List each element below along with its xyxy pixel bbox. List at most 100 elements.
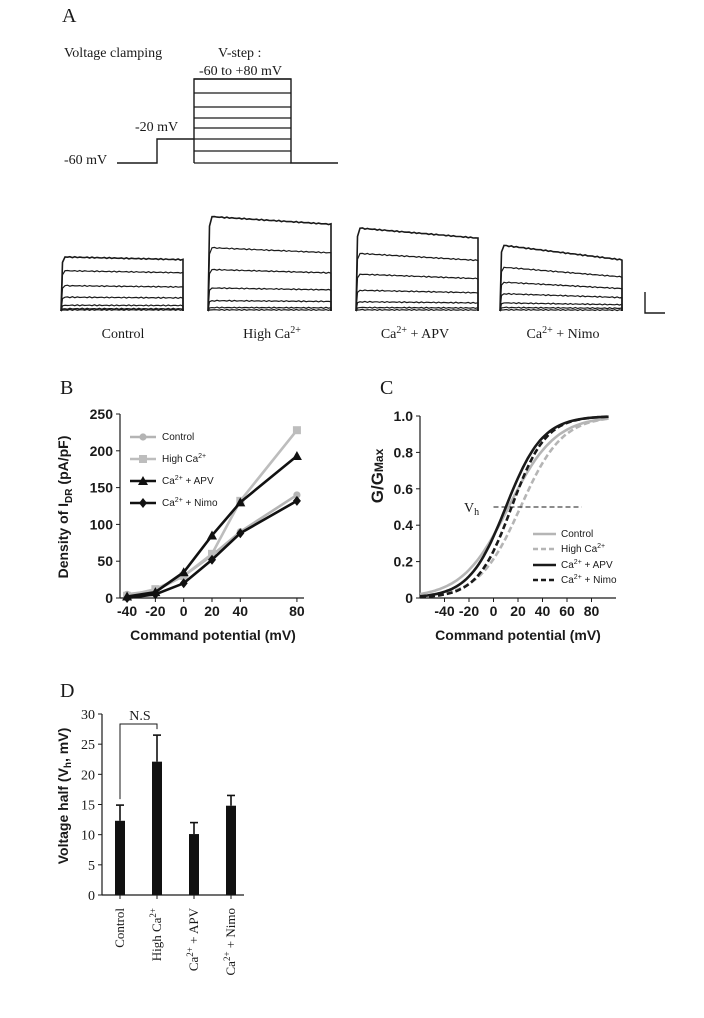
- vh-label: Vh: [464, 501, 479, 518]
- chart-b-ytick-label-5: 250: [90, 406, 114, 422]
- chart-b-ticks: 0 50 100 150 200 250 -40 -20 0 20 40 80: [90, 406, 305, 619]
- chart-c-legend: Control High Ca2+ Ca2+ + APV Ca2+ + Nimo: [561, 529, 617, 586]
- condition-label-control: Control: [102, 327, 145, 342]
- current-trace-p1-s4: [60, 296, 184, 312]
- legend-b-ca-apv: Ca2+ + APV: [162, 475, 214, 487]
- chart-b-point-s2-4: [235, 497, 246, 507]
- current-trace-p2-s1: [207, 215, 332, 312]
- category-label-ca-apv: Ca2+ + APV: [185, 907, 201, 971]
- bar-3: [226, 805, 236, 895]
- chart-c-ytick-label-3: 0.6: [394, 481, 414, 497]
- current-traces: [60, 215, 623, 312]
- chart-c-xtick-label-2: 0: [490, 603, 498, 619]
- vstep-label-line1: V-step :: [218, 46, 261, 61]
- chart-b-ytick-label-4: 200: [90, 443, 114, 459]
- chart-c-ticks: 0 0.2 0.4 0.6 0.8 1.0 -40 -20 0 20 40 60 80: [394, 408, 600, 619]
- chart-b-ytick-label-2: 100: [90, 516, 114, 532]
- chart-b-point-s1-3: [208, 549, 216, 558]
- current-trace-p3-s6: [355, 306, 479, 312]
- legend-c-ca-nimo: Ca2+ + Nimo: [561, 574, 617, 586]
- current-trace-p3-s3: [355, 273, 479, 312]
- current-trace-p2-s7: [207, 308, 332, 312]
- current-trace-p2-s5: [207, 299, 332, 312]
- vstep-label-line2: -60 to +80 mV: [199, 64, 282, 79]
- current-trace-p4-s5: [499, 302, 623, 312]
- bar-1: [152, 761, 162, 895]
- ns-annotation: N.S: [129, 709, 150, 724]
- chart-c-xlabel: Command potential (mV): [435, 627, 601, 643]
- legend-c-high-ca: High Ca2+: [561, 543, 605, 555]
- chart-b-point-s3-5: [292, 495, 301, 506]
- category-label-ca-nimo: Ca2+ + Nimo: [222, 908, 238, 975]
- chart-c-xtick-label-4: 40: [535, 603, 551, 619]
- chart-b-series-line-1: [126, 429, 298, 598]
- legend-b-ca-nimo: Ca2+ + Nimo: [162, 497, 218, 509]
- current-trace-p2-s4: [207, 287, 332, 312]
- hold-potential-label: -60 mV: [64, 153, 107, 168]
- chart-b-point-s1-5: [292, 426, 301, 435]
- chart-d-axes: 0 5 10 15 20 25 30: [81, 708, 244, 904]
- current-trace-p3-s1: [355, 227, 479, 312]
- protocol-step-lines: [194, 78, 291, 164]
- current-trace-p3-s7: [355, 308, 479, 312]
- panel-label-b: B: [60, 377, 73, 399]
- current-trace-p1-s1: [60, 255, 184, 312]
- chart-b-xtick-label-4: 40: [233, 603, 249, 619]
- chart-c-xtick-label-3: 20: [510, 603, 526, 619]
- chart-c-ytick-label-4: 0.8: [394, 444, 414, 460]
- chart-b-point-s3-2: [179, 578, 188, 589]
- chart-b-point-s3-1: [151, 589, 160, 600]
- chart-b-xtick-label-3: 20: [204, 603, 220, 619]
- condition-label-high-ca: High Ca2+: [243, 325, 301, 342]
- chart-c-ylabel: G/GMax: [368, 448, 387, 503]
- current-trace-p4-s3: [499, 281, 623, 312]
- current-trace-p1-s6: [60, 307, 184, 312]
- chart-b-xlabel: Command potential (mV): [130, 627, 296, 643]
- chart-b-legend-marks: [130, 433, 156, 508]
- current-trace-p3-s5: [355, 300, 479, 312]
- current-trace-p3-s2: [355, 252, 479, 312]
- current-trace-p1-s7: [60, 308, 184, 312]
- current-trace-p4-s4: [499, 292, 623, 312]
- panel-label-a: A: [62, 5, 77, 27]
- chart-b-xtick-label-2: 0: [180, 603, 188, 619]
- legend-b-marker-0: [139, 433, 147, 441]
- legend-b-control: Control: [162, 432, 194, 443]
- chart-c-legend-marks: [533, 532, 556, 582]
- chart-b-legend: Control High Ca2+ Ca2+ + APV Ca2+ + Nimo: [162, 432, 218, 509]
- ns-bracket: [119, 723, 158, 800]
- chart-b-series-line-3: [126, 499, 298, 600]
- chart-c-series: [419, 415, 609, 599]
- scale-bar: [644, 292, 665, 314]
- chart-c: 0 0.2 0.4 0.6 0.8 1.0 -40 -20 0 20 40 60 80 Vh Comma…: [368, 408, 617, 643]
- chart-d-ytick-label-0: 0: [88, 889, 95, 904]
- chart-b-point-s3-3: [208, 554, 216, 565]
- chart-d-ytick-label-1: 5: [88, 859, 95, 874]
- condition-label-ca-apv: Ca2+ + APV: [381, 325, 449, 342]
- chart-b-series: [122, 426, 302, 603]
- panel-label-d: D: [60, 680, 74, 702]
- chart-d-ytick-label-2: 10: [81, 829, 95, 844]
- bar-2: [189, 834, 199, 895]
- chart-d: 0 5 10 15 20 25 30 N.S Voltage half (Vh, mV) C…: [55, 708, 244, 975]
- chart-c-series-curve-0: [419, 417, 609, 596]
- current-trace-p4-s7: [499, 308, 623, 312]
- chart-d-bars: [115, 734, 236, 899]
- chart-b-ytick-label-0: 0: [105, 590, 113, 606]
- condition-label-ca-nimo: Ca2+ + Nimo: [527, 325, 600, 342]
- chart-c-ytick-label-2: 0.4: [394, 517, 414, 533]
- legend-b-marker-3: [139, 498, 147, 508]
- chart-b-ytick-label-1: 50: [97, 553, 113, 569]
- legend-c-ca-apv: Ca2+ + APV: [561, 559, 613, 571]
- chart-b-ytick-label-3: 150: [90, 480, 114, 496]
- legend-c-control: Control: [561, 529, 593, 540]
- prestep-potential-label: -20 mV: [135, 120, 178, 135]
- current-trace-p2-s6: [207, 306, 332, 312]
- current-trace-p1-s3: [60, 284, 184, 312]
- chart-d-ytick-label-5: 25: [81, 738, 95, 753]
- chart-b-xtick-label-5: 80: [289, 603, 305, 619]
- current-trace-p3-s4: [355, 289, 479, 312]
- chart-c-xtick-label-6: 80: [584, 603, 600, 619]
- chart-b-xtick-label-0: -40: [117, 603, 137, 619]
